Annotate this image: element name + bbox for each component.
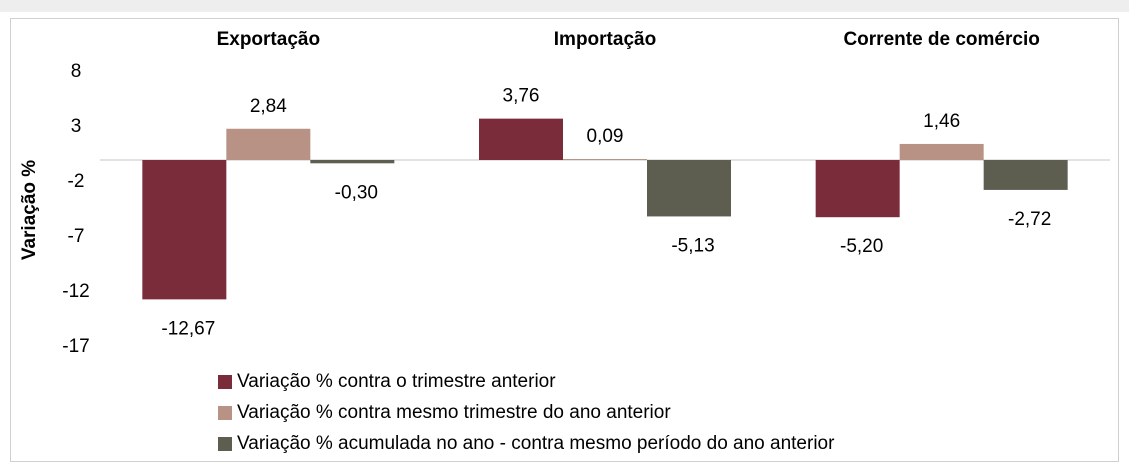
bar: [310, 160, 395, 164]
value-label: -0,30: [335, 182, 378, 203]
top-strip: [0, 0, 1129, 12]
legend-swatch: [218, 437, 232, 451]
y-tick-label: 8: [71, 61, 82, 82]
y-axis-label: Variação %: [19, 160, 40, 260]
legend-swatch: [218, 375, 232, 389]
bar: [815, 160, 900, 218]
bar: [142, 160, 227, 300]
bar: [647, 160, 731, 217]
y-tick-label: -2: [68, 171, 85, 192]
category-label: Corrente de comércio: [843, 29, 1039, 50]
bar: [479, 118, 563, 160]
value-label: 2,84: [250, 96, 287, 117]
value-label: -2,72: [1008, 209, 1051, 230]
legend-swatch: [218, 406, 232, 420]
y-tick-label: -17: [62, 336, 89, 357]
value-label: 3,76: [503, 86, 540, 107]
y-tick-label: -7: [68, 226, 85, 247]
bar: [899, 143, 984, 160]
bar: [563, 159, 647, 161]
value-label: -12,67: [161, 318, 215, 339]
legend-label: Variação % acumulada no ano - contra mes…: [237, 433, 835, 454]
category-label: Importação: [554, 29, 656, 50]
bar: [983, 160, 1068, 190]
y-tick-label: 3: [71, 116, 82, 137]
value-label: -5,13: [671, 235, 714, 256]
value-label: -5,20: [840, 236, 883, 257]
y-tick-label: -12: [62, 281, 89, 302]
category-label: Exportação: [217, 29, 320, 50]
value-label: 1,46: [923, 111, 960, 132]
value-label: 0,09: [587, 126, 624, 147]
bar: [226, 128, 311, 160]
legend-label: Variação % contra mesmo trimestre do ano…: [237, 402, 671, 423]
legend-label: Variação % contra o trimestre anterior: [237, 371, 556, 392]
